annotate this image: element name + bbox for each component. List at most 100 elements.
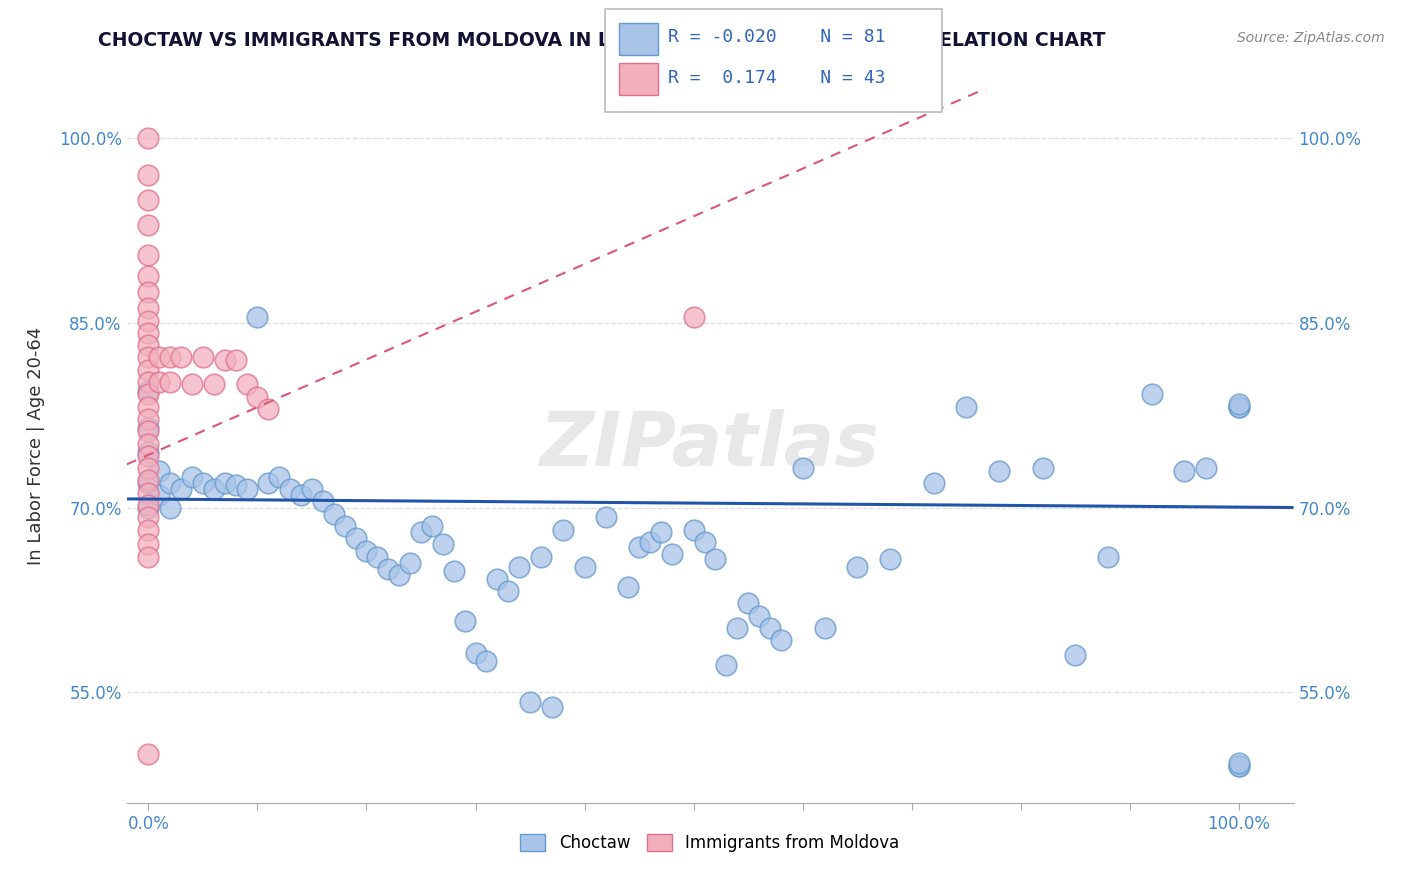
Point [138, 326, 160, 340]
Point [955, 400, 977, 414]
Point [1032, 461, 1054, 475]
Point [377, 562, 399, 576]
Text: ZIPatlas: ZIPatlas [540, 409, 880, 483]
Point [530, 549, 553, 564]
Point [486, 572, 509, 586]
Point [290, 488, 312, 502]
Point [138, 362, 160, 376]
Point [191, 475, 214, 490]
Point [138, 747, 160, 761]
Point [420, 519, 443, 533]
Point [1227, 759, 1250, 773]
Point [202, 377, 225, 392]
Point [846, 559, 869, 574]
Point [225, 478, 247, 492]
Point [1227, 400, 1250, 414]
Point [138, 193, 160, 207]
Point [138, 436, 160, 450]
Point [661, 547, 683, 561]
Point [214, 475, 236, 490]
Point [138, 549, 160, 564]
Point [769, 633, 792, 648]
Point [453, 614, 475, 628]
Y-axis label: In Labor Force | Age 20-64: In Labor Force | Age 20-64 [27, 326, 45, 566]
Point [1227, 397, 1250, 411]
Text: R = -0.020    N = 81: R = -0.020 N = 81 [668, 29, 886, 46]
Point [1195, 461, 1218, 475]
Point [246, 390, 269, 404]
Point [1227, 756, 1250, 771]
Point [191, 351, 214, 365]
Point [138, 218, 160, 232]
Point [333, 519, 356, 533]
Point [257, 402, 280, 417]
Point [792, 461, 814, 475]
Point [138, 387, 160, 401]
Point [225, 352, 247, 367]
Point [682, 310, 704, 324]
Text: R =  0.174    N = 43: R = 0.174 N = 43 [668, 69, 886, 87]
Point [138, 449, 160, 463]
Point [138, 269, 160, 284]
Point [138, 338, 160, 352]
Point [214, 352, 236, 367]
Point [159, 351, 181, 365]
Point [138, 424, 160, 438]
Point [1227, 759, 1250, 773]
Point [541, 699, 564, 714]
Point [138, 384, 160, 398]
Point [475, 654, 498, 668]
Point [650, 525, 672, 540]
Point [344, 531, 367, 545]
Point [737, 597, 759, 611]
Point [443, 565, 465, 579]
Point [138, 169, 160, 183]
Point [1064, 648, 1087, 662]
Point [682, 523, 704, 537]
Point [432, 537, 454, 551]
Point [322, 507, 344, 521]
Point [138, 375, 160, 389]
Point [725, 621, 748, 635]
Point [551, 523, 574, 537]
Point [138, 400, 160, 414]
Point [519, 695, 541, 709]
Point [269, 469, 291, 483]
Point [148, 464, 170, 478]
Point [181, 469, 204, 483]
Point [170, 351, 193, 365]
Point [496, 584, 519, 599]
Point [159, 500, 181, 515]
Point [138, 498, 160, 512]
Point [716, 658, 738, 673]
Point [170, 482, 193, 496]
Point [202, 482, 225, 496]
Point [356, 543, 378, 558]
Point [138, 475, 160, 490]
Point [1227, 400, 1250, 414]
Point [278, 482, 301, 496]
Point [312, 494, 335, 508]
Point [138, 445, 160, 459]
Point [988, 464, 1011, 478]
Point [638, 535, 661, 549]
Point [138, 351, 160, 365]
Point [246, 310, 269, 324]
Text: CHOCTAW VS IMMIGRANTS FROM MOLDOVA IN LABOR FORCE | AGE 20-64 CORRELATION CHART: CHOCTAW VS IMMIGRANTS FROM MOLDOVA IN LA… [98, 31, 1107, 51]
Point [693, 535, 716, 549]
Point [1140, 387, 1163, 401]
Point [759, 621, 782, 635]
Point [409, 525, 432, 540]
Point [617, 581, 640, 595]
Point [148, 375, 170, 389]
Point [922, 475, 945, 490]
Point [1173, 464, 1195, 478]
Point [235, 482, 257, 496]
Point [388, 568, 411, 582]
Point [148, 351, 170, 365]
Point [704, 552, 727, 566]
Point [1097, 549, 1119, 564]
Point [138, 131, 160, 145]
Point [138, 313, 160, 327]
Point [235, 377, 257, 392]
